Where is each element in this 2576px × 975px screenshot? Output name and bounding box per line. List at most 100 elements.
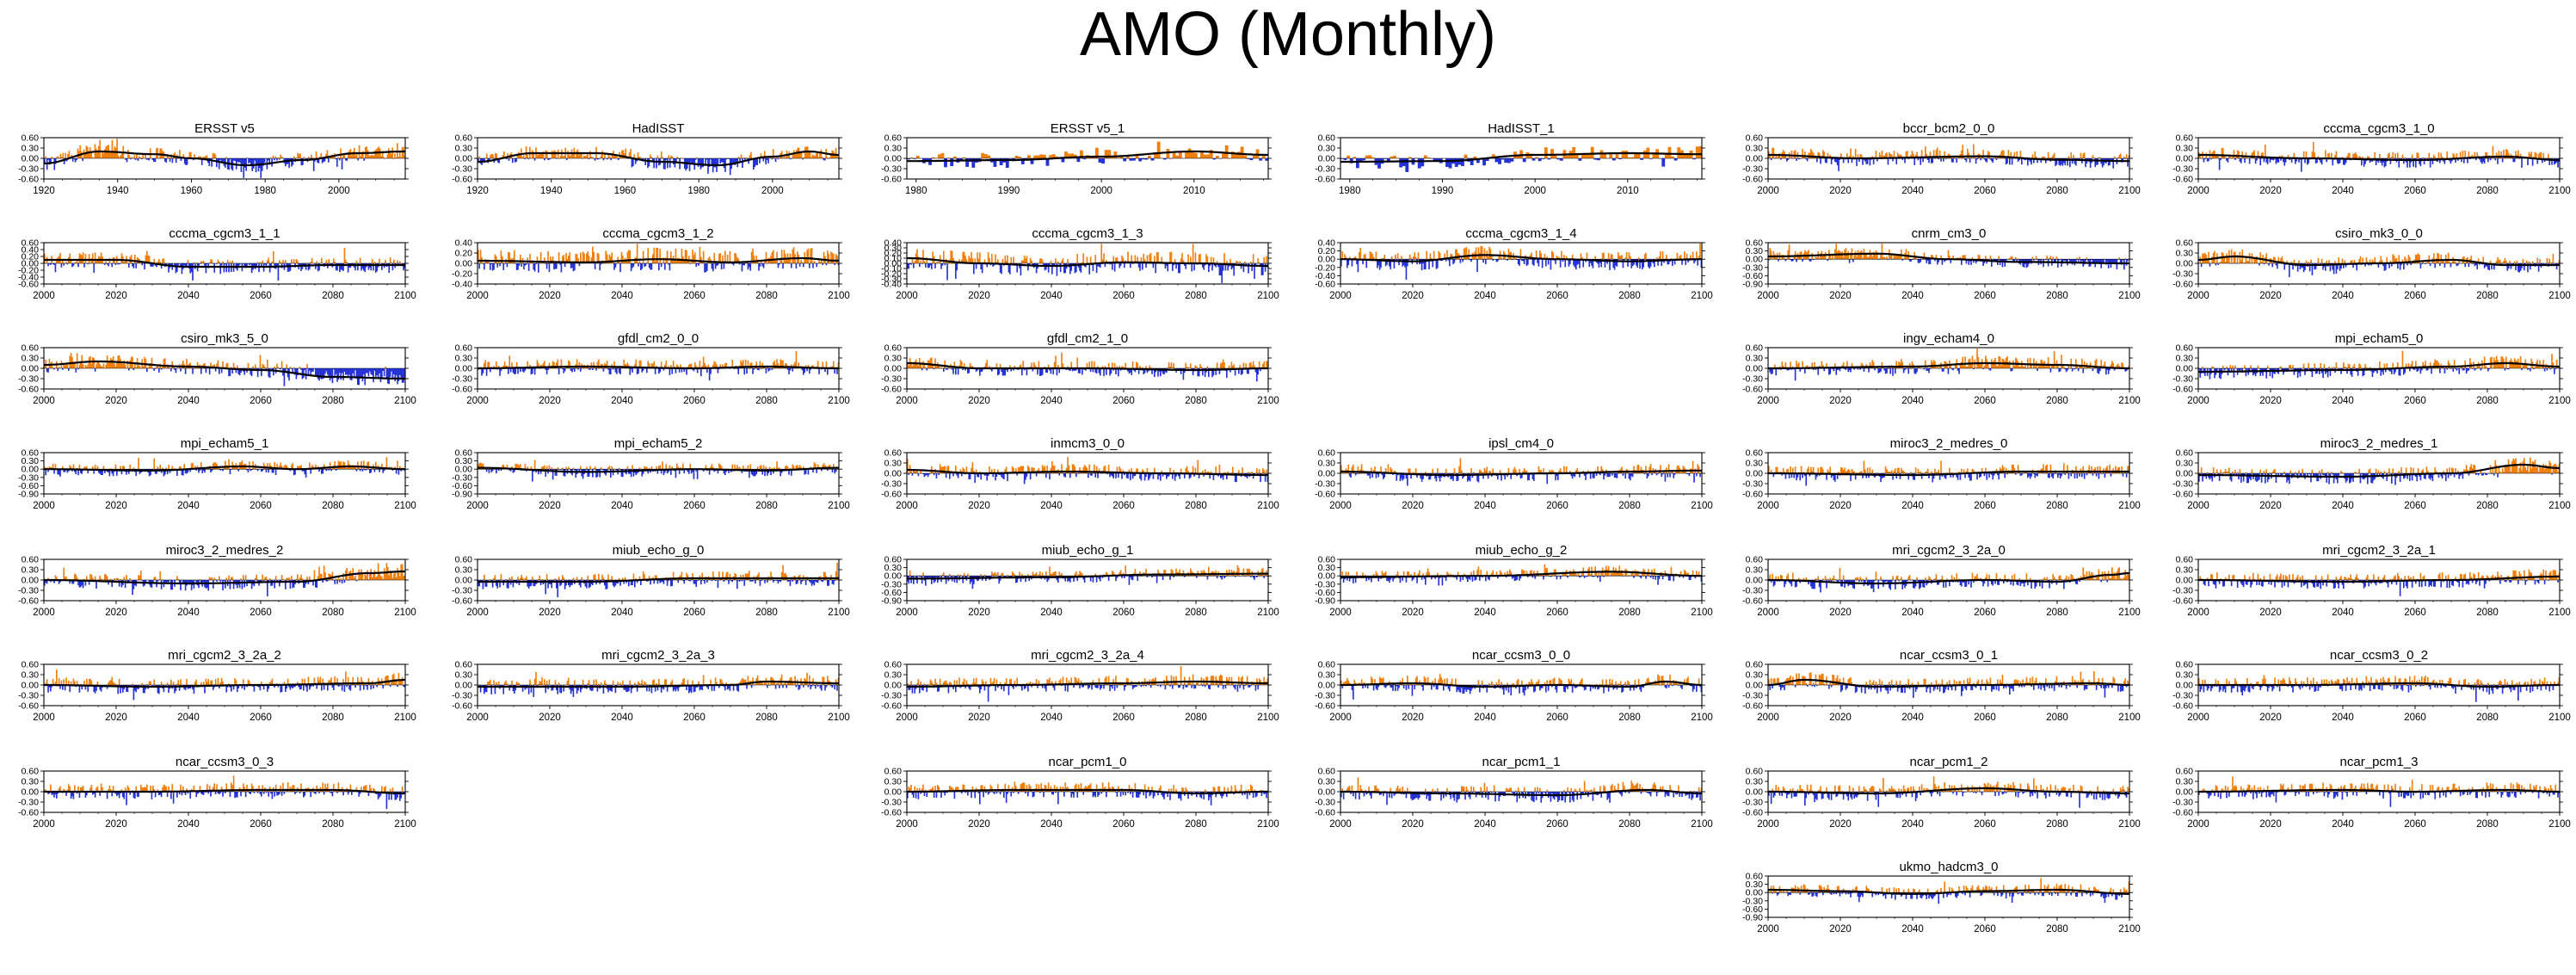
anomaly-bar xyxy=(1157,368,1159,377)
anomaly-bar xyxy=(2098,259,2100,263)
anomaly-bar xyxy=(184,263,187,267)
x-tick-label: 2040 xyxy=(177,291,200,301)
x-tick-label: 2060 xyxy=(683,396,706,406)
anomaly-bar xyxy=(837,263,840,266)
anomaly-bar xyxy=(803,263,804,268)
chart-panel: cccma_cgcm3_1_20.400.200.00-0.20-0.40200… xyxy=(452,226,850,301)
anomaly-bar xyxy=(1864,158,1866,162)
anomaly-bar xyxy=(1887,158,1889,165)
anomaly-bar xyxy=(515,361,518,368)
anomaly-bar xyxy=(2275,158,2277,164)
anomaly-bar xyxy=(658,368,660,374)
anomaly-bar xyxy=(303,368,305,379)
anomaly-bar xyxy=(219,158,221,160)
anomaly-bar xyxy=(252,366,254,368)
anomaly-bar xyxy=(1205,254,1207,263)
anomaly-bar xyxy=(1357,259,1359,273)
anomaly-bar xyxy=(1528,258,1531,260)
anomaly-bar xyxy=(569,252,571,263)
anomaly-bar xyxy=(1601,252,1604,260)
anomaly-bar xyxy=(1192,368,1194,376)
anomaly-bar xyxy=(351,368,353,380)
anomaly-bar xyxy=(1910,259,1912,262)
anomaly-bar xyxy=(1562,259,1564,262)
anomaly-bar xyxy=(1125,156,1130,158)
anomaly-bar xyxy=(598,158,600,159)
anomaly-bar xyxy=(2346,156,2348,158)
anomaly-bar xyxy=(1045,368,1047,373)
anomaly-bar xyxy=(175,263,177,274)
anomaly-bar xyxy=(1513,256,1516,260)
anomaly-bar xyxy=(952,257,954,263)
anomaly-bar xyxy=(547,368,549,371)
anomaly-bar xyxy=(1154,256,1156,263)
anomaly-bar xyxy=(142,153,144,158)
anomaly-bar xyxy=(998,368,1001,375)
anomaly-bar xyxy=(1020,158,1025,164)
anomaly-bar xyxy=(156,366,157,368)
anomaly-bar xyxy=(788,258,790,263)
anomaly-bar xyxy=(971,366,972,368)
anomaly-bar xyxy=(2386,256,2388,263)
anomaly-bar xyxy=(506,365,508,368)
anomaly-bar xyxy=(692,250,693,263)
y-tick-label: 0.30 xyxy=(455,144,473,154)
anomaly-bar xyxy=(2307,158,2308,165)
anomaly-bar xyxy=(259,262,262,263)
anomaly-bar xyxy=(1222,263,1224,271)
anomaly-bar xyxy=(748,158,749,164)
anomaly-bar xyxy=(231,367,232,368)
anomaly-bar xyxy=(602,158,605,161)
y-tick-label: 0.60 xyxy=(22,133,40,144)
anomaly-bar xyxy=(2064,259,2067,262)
anomaly-bar xyxy=(731,263,734,264)
anomaly-bar xyxy=(2017,158,2019,162)
anomaly-bar xyxy=(1209,263,1211,267)
anomaly-bar xyxy=(330,156,332,158)
anomaly-bar xyxy=(130,255,132,263)
anomaly-bar xyxy=(2407,158,2408,168)
anomaly-bar xyxy=(710,368,712,374)
anomaly-bar xyxy=(1845,368,1847,370)
anomaly-bar xyxy=(1383,257,1384,260)
anomaly-bar xyxy=(240,368,242,373)
anomaly-bar xyxy=(1261,154,1266,158)
anomaly-bar xyxy=(1026,368,1028,376)
anomaly-bar xyxy=(525,145,527,158)
anomaly-bar xyxy=(532,368,533,374)
anomaly-bar xyxy=(339,263,341,273)
anomaly-bar xyxy=(351,155,353,158)
anomaly-bar xyxy=(2283,158,2286,166)
anomaly-bar xyxy=(739,158,741,162)
anomaly-bar xyxy=(102,263,105,264)
anomaly-bar xyxy=(2416,152,2419,158)
x-tick-label: 2100 xyxy=(2548,291,2571,301)
anomaly-bar xyxy=(1210,256,1212,263)
y-tick-label: -0.60 xyxy=(2172,175,2193,185)
anomaly-bar xyxy=(2358,259,2360,263)
anomaly-bar xyxy=(277,157,280,158)
anomaly-bar xyxy=(361,263,362,271)
anomaly-bar xyxy=(2394,153,2396,158)
anomaly-bar xyxy=(2505,260,2507,263)
anomaly-bar xyxy=(995,363,998,368)
anomaly-bar xyxy=(758,368,760,371)
x-tick-label: 2010 xyxy=(1183,186,1205,196)
anomaly-bar xyxy=(1104,366,1106,368)
anomaly-bar xyxy=(566,258,569,263)
anomaly-bar xyxy=(761,362,764,368)
anomaly-bar xyxy=(319,368,322,379)
anomaly-bar xyxy=(2374,151,2376,158)
anomaly-bar xyxy=(957,368,959,375)
anomaly-bar xyxy=(1236,260,1237,263)
anomaly-bar xyxy=(1113,151,1118,158)
anomaly-bar xyxy=(297,152,299,158)
anomaly-bar xyxy=(317,368,319,380)
anomaly-bar xyxy=(1544,254,1546,260)
anomaly-bar xyxy=(180,158,182,162)
anomaly-bar xyxy=(1586,252,1588,260)
anomaly-bar xyxy=(1104,150,1108,158)
anomaly-bar xyxy=(950,158,954,167)
anomaly-bar xyxy=(220,368,223,373)
anomaly-bar xyxy=(2095,158,2098,165)
